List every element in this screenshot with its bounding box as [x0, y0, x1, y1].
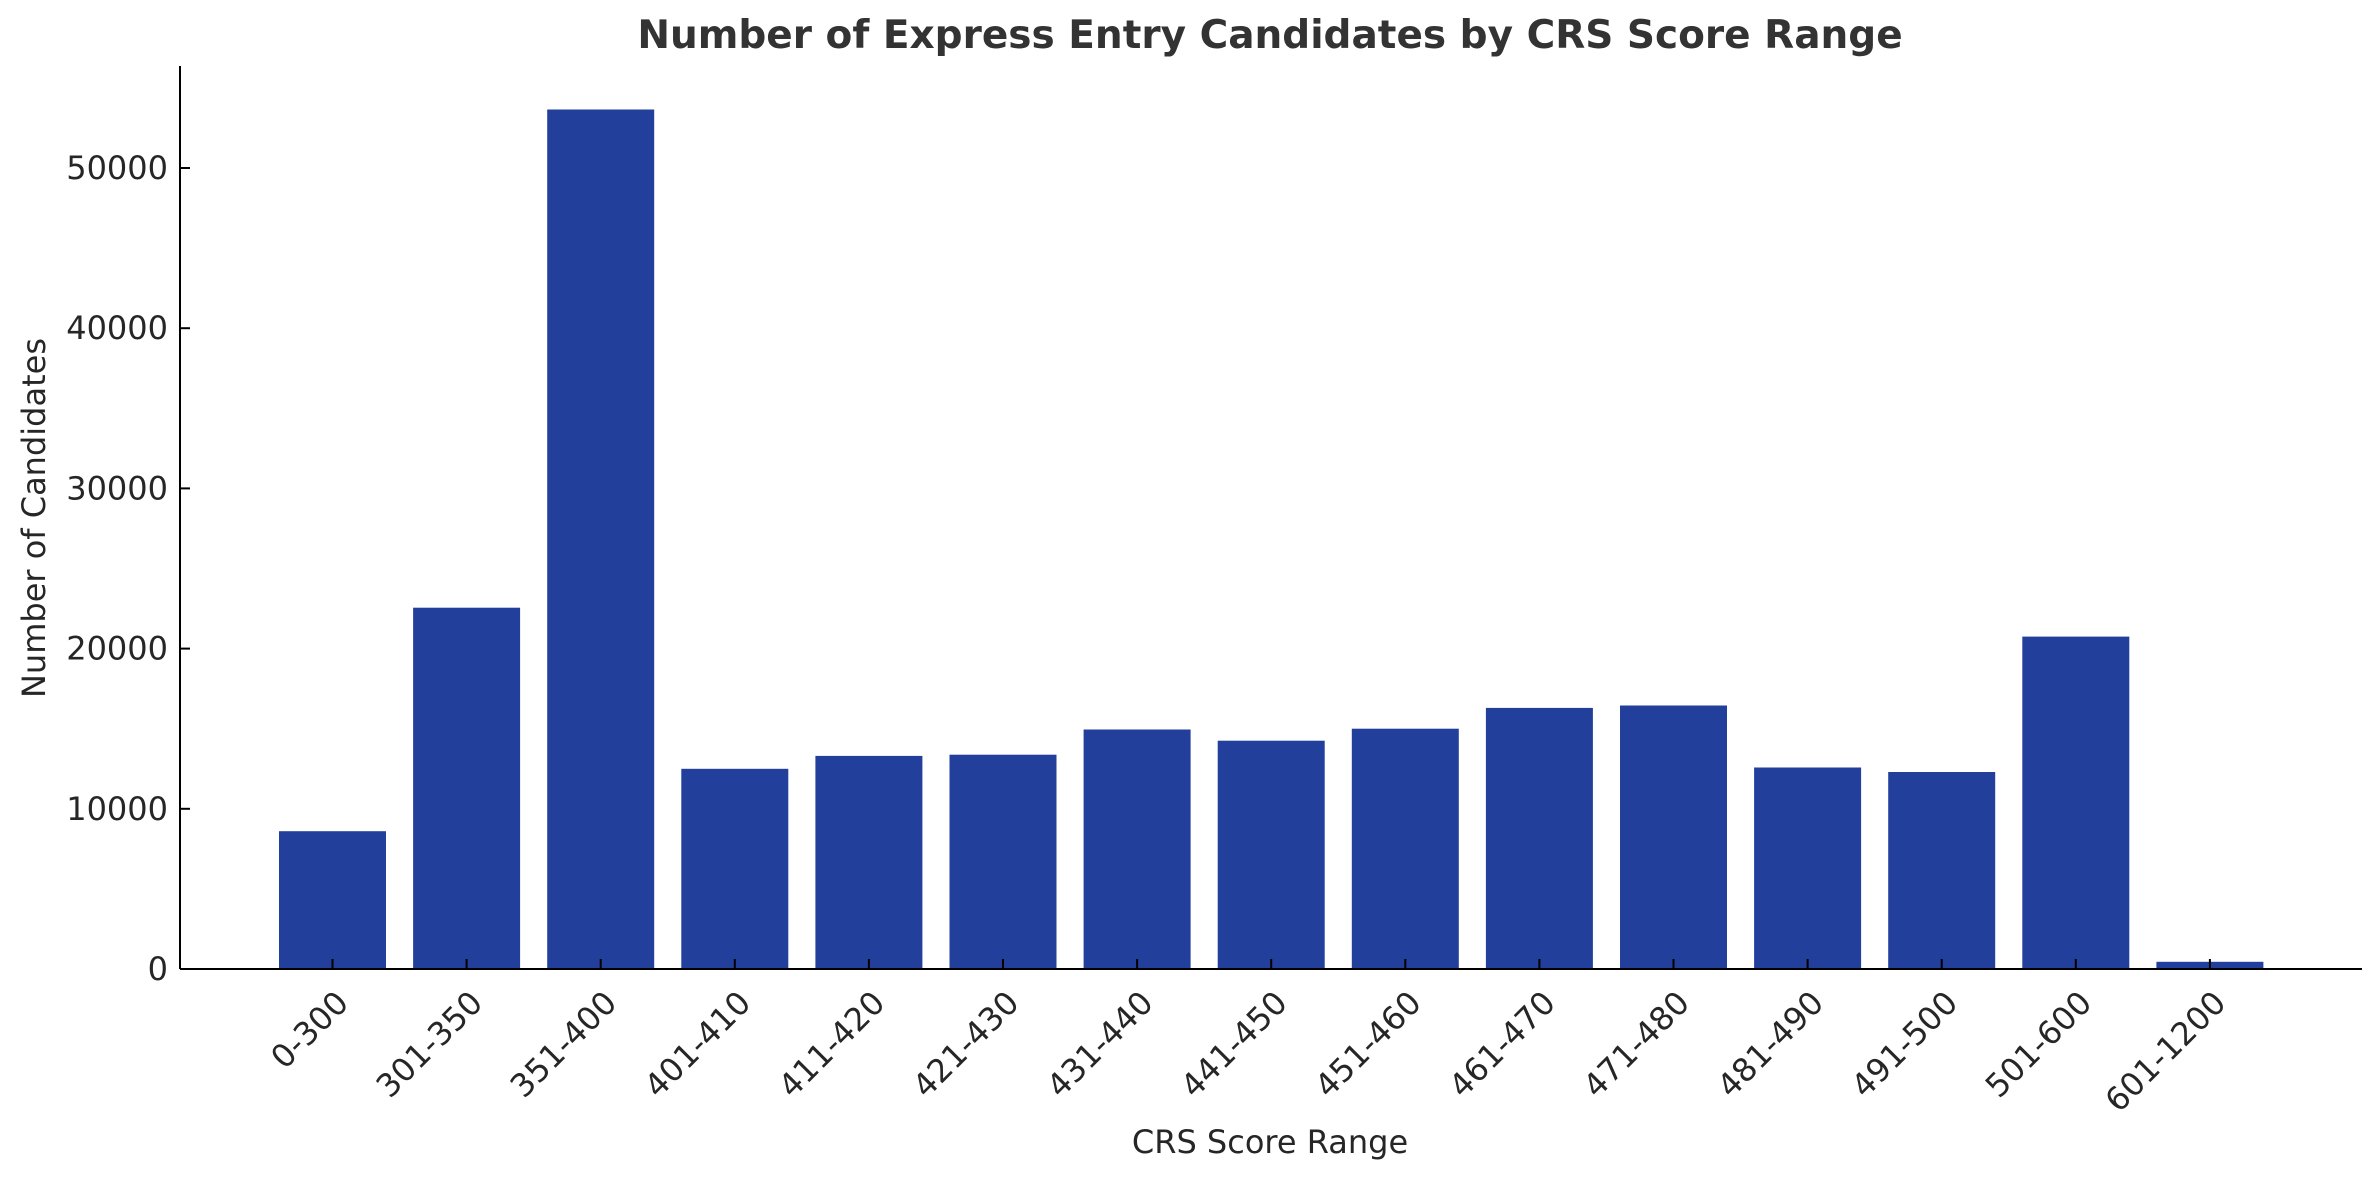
bar-0-300 — [279, 831, 386, 969]
x-tick-label: 301-350 — [369, 984, 490, 1105]
bar-351-400 — [547, 109, 655, 969]
y-tick-label: 30000 — [66, 469, 168, 507]
x-axis-title: CRS Score Range — [1132, 1123, 1408, 1161]
x-tick-label: 411-420 — [771, 984, 892, 1105]
x-tick-label: 431-440 — [1039, 984, 1160, 1105]
x-tick-label: 481-490 — [1710, 984, 1831, 1105]
y-tick-label: 40000 — [66, 309, 168, 347]
x-axis-ticks: 0-300 301-350 351-400 401-410 411-420 421-430… — [263, 959, 2233, 1119]
bar-471-480 — [1620, 705, 1727, 969]
bar-441-450 — [1217, 740, 1325, 969]
y-axis-ticks: 0 10000 20000 30000 40000 50000 — [66, 149, 190, 988]
bar-451-460 — [1351, 728, 1459, 969]
bars — [279, 109, 2264, 970]
x-tick-label: 401-410 — [637, 984, 758, 1105]
x-tick-label: 421-430 — [905, 984, 1026, 1105]
y-tick-label: 20000 — [66, 630, 168, 668]
bar-401-410 — [681, 768, 789, 970]
chart-title: Number of Express Entry Candidates by CR… — [637, 13, 1902, 58]
bar-431-440 — [1083, 729, 1191, 969]
y-axis-title: Number of Candidates — [15, 338, 53, 698]
bar-501-600 — [2022, 636, 2130, 969]
bar-481-490 — [1754, 767, 1862, 969]
x-tick-label: 461-470 — [1441, 984, 1562, 1105]
x-tick-label: 601-1200 — [2098, 984, 2234, 1120]
x-tick-label: 491-500 — [1844, 984, 1965, 1105]
bar-491-500 — [1888, 772, 1996, 969]
bar-411-420 — [815, 755, 923, 969]
bar-301-350 — [413, 607, 521, 969]
x-tick-label: 351-400 — [503, 984, 624, 1105]
bar-421-430 — [949, 754, 1057, 969]
y-tick-label: 50000 — [66, 149, 168, 187]
x-tick-label: 441-450 — [1173, 984, 1294, 1105]
x-tick-label: 451-460 — [1307, 984, 1428, 1105]
bar-461-470 — [1485, 707, 1593, 969]
x-tick-label: 471-480 — [1576, 984, 1697, 1105]
y-tick-label: 0 — [148, 950, 168, 988]
x-tick-label: 501-600 — [1978, 984, 2099, 1105]
y-tick-label: 10000 — [66, 790, 168, 828]
x-tick-label: 0-300 — [263, 984, 356, 1077]
